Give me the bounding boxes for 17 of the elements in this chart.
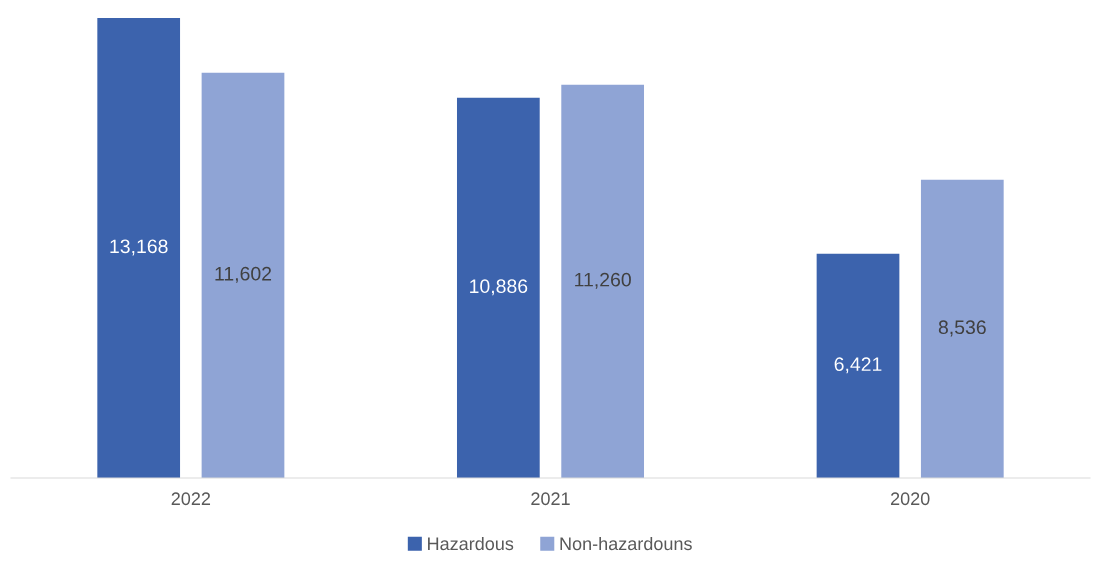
bar [97, 18, 181, 478]
data-label: 13,168 [110, 239, 168, 256]
legend-label: Non-hazardouns [560, 536, 692, 551]
legend-label: Hazardous [428, 536, 514, 551]
x-tick-label: 2021 [531, 492, 570, 506]
data-label: 11,260 [575, 272, 631, 289]
bar [561, 84, 645, 478]
bar [816, 253, 900, 478]
data-label: 11,602 [215, 266, 272, 283]
x-tick-label: 2020 [890, 492, 930, 506]
bar [456, 97, 540, 478]
x-tick-label: 2022 [171, 492, 211, 506]
data-label: 8,536 [938, 320, 986, 337]
data-label: 10,886 [470, 279, 528, 296]
bar [201, 72, 285, 478]
bar [920, 179, 1004, 478]
data-label: 6,421 [834, 357, 882, 374]
